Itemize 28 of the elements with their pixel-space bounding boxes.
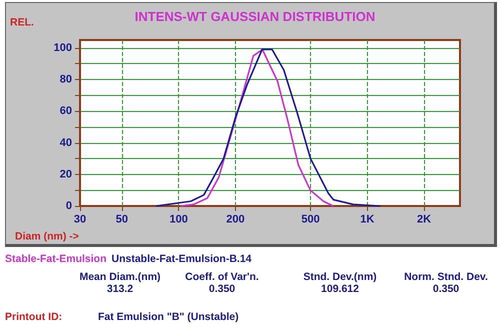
x-axis-title: Diam (nm) -> [15,230,79,242]
y-tick-label: 100 [54,42,72,54]
text: 0.350 [432,283,460,295]
y-tick-label: 20 [60,168,72,180]
x-tick-label: 30 [74,214,86,226]
text: 0.350 [208,283,236,295]
text: Fat Emulsion "B" (Unstable) [98,311,239,323]
x-tick-label: 2K [417,214,432,226]
text: 109.612 [321,283,359,295]
x-tick-label: 500 [301,214,320,226]
chart-title: INTENS-WT GAUSSIAN DISTRIBUTION [134,9,376,24]
text: Norm. Stnd. Dev. [404,271,488,283]
x-tick-label: 50 [116,214,128,226]
text: Unstable-Fat-Emulsion-B.14 [112,253,252,265]
text: Stnd. Dev.(nm) [303,271,377,283]
y-tick-label: 80 [60,74,72,86]
x-tick-label: 200 [226,214,245,226]
text: Coeff. of Var'n. [185,271,259,283]
text: Mean Diam.(nm) [79,271,161,283]
x-tick-label: 1K [360,214,374,226]
x-tick-label: 100 [169,214,188,226]
text: Printout ID: [5,311,62,323]
text: Stable-Fat-Emulsion [5,253,107,265]
y-tick-label: 0 [66,200,72,212]
y-axis-title: REL. [10,16,34,28]
text: 313.2 [106,283,134,295]
y-tick-label: 40 [60,136,72,149]
y-tick-label: 60 [60,105,72,118]
